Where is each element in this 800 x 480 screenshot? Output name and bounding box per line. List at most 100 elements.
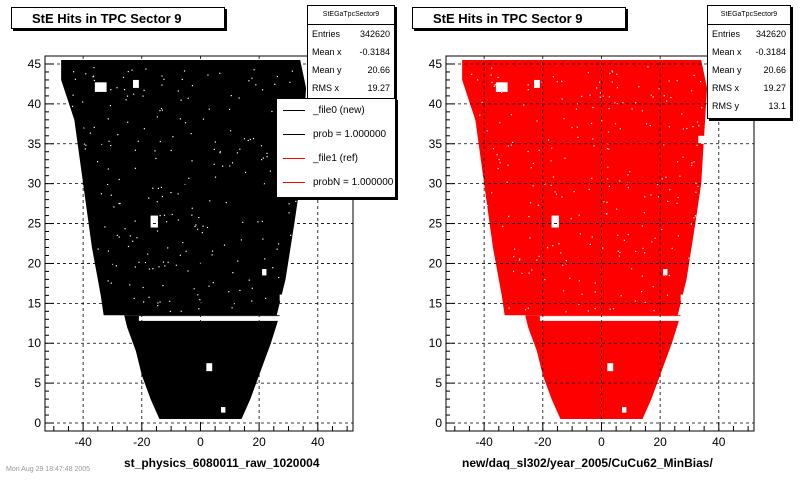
hit-speckle xyxy=(191,160,193,162)
hit-speckle xyxy=(74,236,76,238)
chart-title-right: StE Hits in TPC Sector 9 xyxy=(412,7,626,29)
hit-speckle xyxy=(701,107,703,109)
hit-speckle xyxy=(487,284,489,287)
hit-speckle xyxy=(271,110,273,113)
hit-speckle xyxy=(73,283,75,285)
hit-speckle xyxy=(479,225,481,227)
hit-speckle xyxy=(590,122,593,125)
hit-speckle xyxy=(229,165,231,167)
hit-speckle xyxy=(132,240,134,242)
hit-speckle xyxy=(594,307,596,310)
hit-speckle xyxy=(75,201,77,203)
y-tick-label: 10 xyxy=(429,336,443,350)
hit-speckle xyxy=(491,81,493,84)
hit-speckle xyxy=(262,157,265,159)
x-tick-label: 0 xyxy=(598,435,605,449)
hit-speckle xyxy=(138,261,140,263)
hit-speckle xyxy=(598,81,601,83)
hit-speckle xyxy=(108,140,110,142)
hit-speckle xyxy=(490,267,492,269)
hit-speckle xyxy=(231,307,233,309)
hit-speckle xyxy=(85,144,87,146)
legend-label: _file0 (new) xyxy=(313,105,365,116)
y-tick-label: 40 xyxy=(28,97,42,111)
hit-speckle xyxy=(159,301,161,303)
hit-speckle xyxy=(107,280,109,282)
hit-speckle xyxy=(214,176,217,178)
hit-speckle xyxy=(161,109,164,111)
hit-speckle xyxy=(686,294,688,296)
hit-speckle xyxy=(494,84,496,86)
hit-speckle xyxy=(261,89,264,91)
hit-speckle xyxy=(627,174,629,176)
hit-speckle xyxy=(248,80,250,82)
stats-value: 20.66 xyxy=(763,65,786,75)
hit-speckle xyxy=(671,247,673,250)
hit-speckle xyxy=(667,200,669,202)
y-tick-label: 45 xyxy=(429,57,443,71)
hit-speckle xyxy=(133,93,135,95)
hit-speckle xyxy=(211,250,214,252)
hit-speckle xyxy=(695,303,697,305)
hit-speckle xyxy=(162,284,164,287)
y-tick-label: 30 xyxy=(429,177,443,191)
hit-speckle xyxy=(255,84,257,86)
hit-speckle xyxy=(466,121,469,123)
hit-speckle xyxy=(614,102,616,104)
hit-speckle xyxy=(644,301,646,303)
hit-speckle xyxy=(589,94,591,96)
hit-speckle xyxy=(527,150,529,153)
hit-speckle xyxy=(228,108,231,111)
hit-speckle xyxy=(470,125,472,127)
hit-speckle xyxy=(170,191,172,194)
hit-speckle xyxy=(679,175,681,177)
hit-speckle xyxy=(214,141,216,143)
hit-speckle xyxy=(527,84,529,86)
hit-speckle xyxy=(475,124,477,126)
hit-speckle xyxy=(294,285,296,287)
hit-speckle xyxy=(257,221,259,223)
hit-speckle xyxy=(676,80,678,82)
hit-speckle xyxy=(181,78,183,81)
hit-speckle xyxy=(183,70,186,72)
hit-speckle xyxy=(507,145,509,147)
hit-speckle xyxy=(190,132,192,135)
hit-speckle xyxy=(490,67,493,69)
hit-speckle xyxy=(253,69,255,71)
hit-speckle xyxy=(134,149,137,151)
hit-speckle xyxy=(508,215,510,217)
stats-box-right: StEGaTpcSector9 Entries 342620 Mean x -0.3… xyxy=(707,5,791,119)
hit-hole-right xyxy=(622,407,627,413)
hit-speckle xyxy=(544,183,546,185)
hit-speckle xyxy=(564,157,566,159)
hit-speckle xyxy=(219,152,221,154)
hit-speckle xyxy=(169,310,171,313)
x-tick-label: 0 xyxy=(197,435,204,449)
hit-speckle xyxy=(691,162,693,164)
hit-speckle xyxy=(252,137,255,140)
hit-speckle xyxy=(469,257,472,259)
hit-speckle xyxy=(663,144,665,146)
hit-speckle xyxy=(532,185,534,187)
hit-speckle xyxy=(154,150,156,152)
legend-entry: _file0 (new) xyxy=(277,99,395,123)
hit-speckle xyxy=(260,145,263,147)
hit-region-lower-left xyxy=(124,315,280,420)
gap-band-left xyxy=(138,316,280,321)
hit-speckle xyxy=(74,248,76,250)
y-tick-label: 40 xyxy=(429,97,443,111)
hit-speckle xyxy=(165,221,168,223)
hit-speckle xyxy=(618,255,620,257)
stats-row: Mean y 20.66 xyxy=(708,61,790,79)
hit-speckle xyxy=(208,285,210,287)
stats-value: 20.66 xyxy=(367,65,390,75)
hit-speckle xyxy=(164,265,166,267)
hit-speckle xyxy=(484,235,486,237)
hit-speckle xyxy=(538,149,540,151)
hit-speckle xyxy=(481,186,483,188)
hit-speckle xyxy=(691,294,693,297)
hit-speckle xyxy=(65,236,67,238)
hit-speckle xyxy=(693,217,695,219)
hit-speckle xyxy=(167,247,169,249)
